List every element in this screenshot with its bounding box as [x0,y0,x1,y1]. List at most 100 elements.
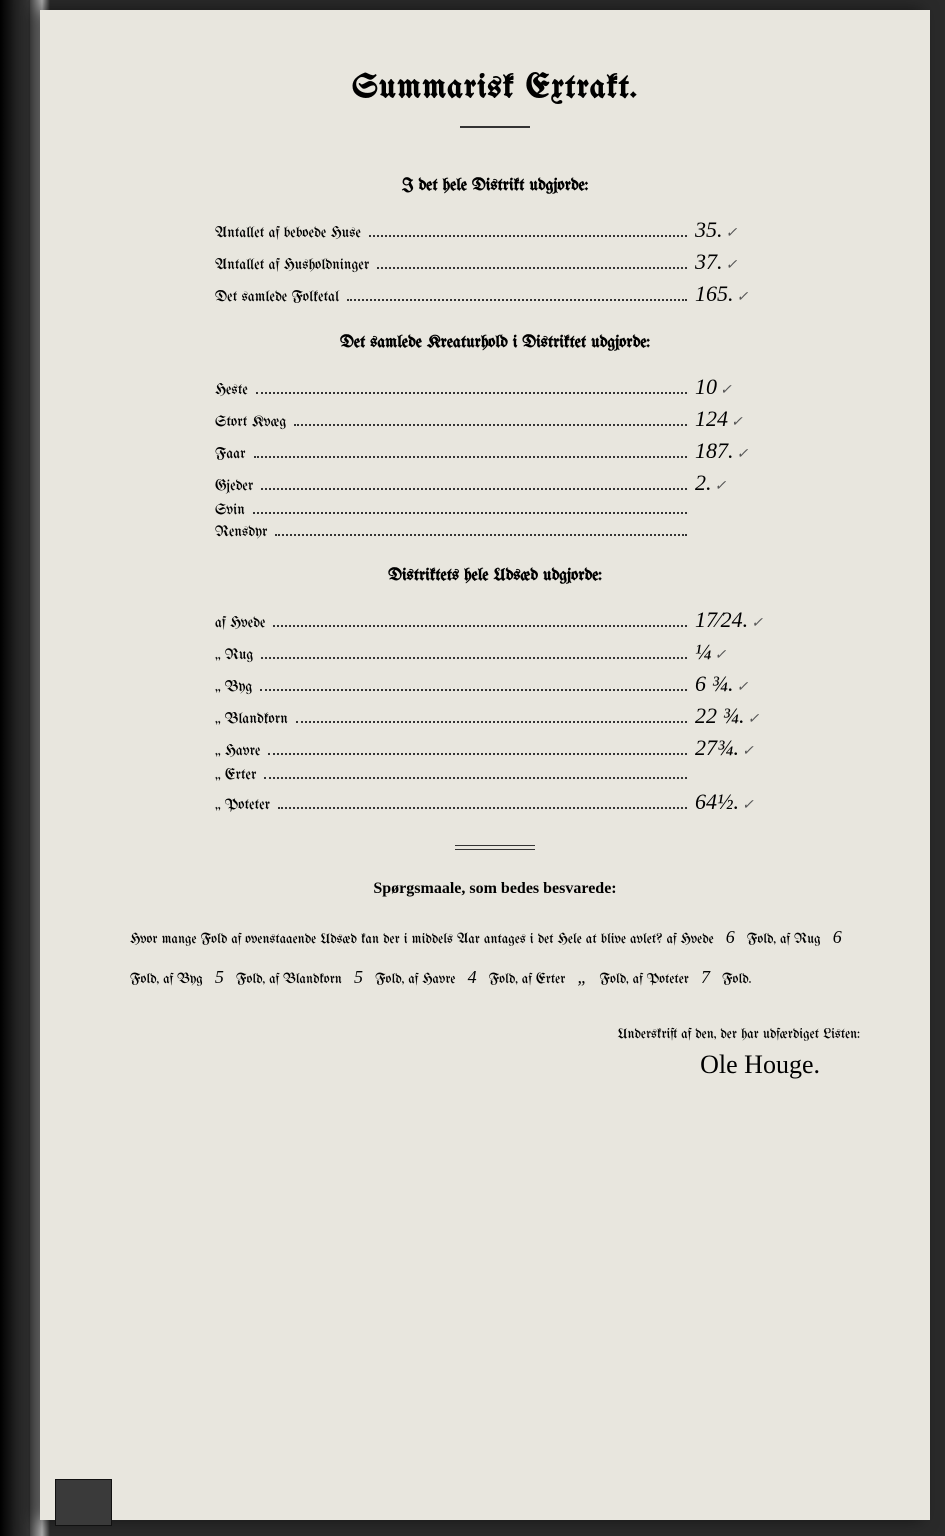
data-row: Stort Kvæg 124✓ [215,406,775,432]
q-unit: Fold. [722,972,751,987]
check-mark: ✓ [726,226,738,241]
check-mark: ✓ [737,290,749,305]
data-row: Antallet af beboede Huse 35.✓ [215,217,775,243]
row-value: 22 ¾.✓ [695,703,775,729]
check-mark: ✓ [742,798,754,813]
row-label: Heste [215,382,248,398]
row-dots [275,533,687,536]
data-row: „ Rug ¼✓ [215,639,775,665]
row-label: Rensdyr [215,524,267,540]
signature-label: Underskrift af den, der har udfærdiget L… [130,1027,860,1042]
check-mark: ✓ [715,479,727,494]
q-crop: af Poteter [633,972,689,987]
questions-heading: Spørgsmaale, som bedes besvarede: [130,880,860,898]
q-crop: af Byg [163,972,203,987]
row-value: 187.✓ [695,438,775,464]
data-row: Faar 187.✓ [215,438,775,464]
row-label: Svin [215,502,245,518]
data-row: Antallet af Husholdninger 37.✓ [215,249,775,275]
row-label: Antallet af Husholdninger [215,257,369,273]
row-value: 10✓ [695,374,775,400]
data-row: af Hvede 17⁄24.✓ [215,607,775,633]
q-crop: af Rug [780,932,821,947]
check-mark: ✓ [751,616,763,631]
section2-heading: Det samlede Kreaturhold i Distriktet udg… [130,335,860,352]
page-title: Summarisk Extrakt. [130,70,860,106]
check-mark: ✓ [748,712,760,727]
section2-rows: Heste 10✓ Stort Kvæg 124✓ Faar 187.✓ Gjeder 2.✓… [215,374,775,540]
data-row: Gjeder 2.✓ [215,470,775,496]
row-dots [261,487,687,490]
row-dots [347,298,687,301]
row-value: 64½.✓ [695,789,775,815]
row-value: 165.✓ [695,281,775,307]
check-mark: ✓ [742,744,754,759]
signature-name: Ole Houge. [130,1050,860,1080]
section1-rows: Antallet af beboede Huse35.✓Antallet af … [215,217,775,307]
q-value: 6 [825,927,850,947]
q-crop: af Blandkorn [269,972,342,987]
divider-rule [455,845,535,850]
q-crop: af Havre [408,972,455,987]
data-row: „ Byg6 ¾.✓ [215,671,775,697]
row-label: „ Poteter [215,797,270,813]
row-dots [260,688,687,691]
row-dots [256,391,687,394]
q-unit: Fold, [236,972,265,987]
row-dots [296,720,687,723]
title-rule [460,126,530,128]
row-value: 17⁄24.✓ [695,607,775,633]
row-label: „ Blandkorn [215,711,288,727]
q-unit: Fold, [747,932,776,947]
section3-heading: Distriktets hele Udsæd udgjorde: [130,568,860,585]
row-dots [294,423,687,426]
section1-heading: I det hele Distrikt udgjorde: [130,178,860,195]
row-label: Antallet af beboede Huse [215,225,361,241]
check-mark: ✓ [715,648,727,663]
data-row: „ Erter [215,767,775,783]
q-value: 6 [718,927,743,947]
data-row: Heste 10✓ [215,374,775,400]
row-label: Faar [215,446,246,462]
q-unit: Fold, [489,972,518,987]
data-row: „ Blandkorn 22 ¾.✓ [215,703,775,729]
row-label: Stort Kvæg [215,414,286,430]
questions-text: Hvor mange Fold af ovenstaaende Udsæd ka… [130,918,860,997]
film-clip [55,1479,112,1526]
row-value: 35.✓ [695,217,775,243]
q-value: 7 [693,967,718,987]
row-value: 124✓ [695,406,775,432]
row-label: „ Rug [215,647,253,663]
q-value: „ [569,967,595,987]
row-label: „ Erter [215,767,256,783]
row-label: Gjeder [215,478,253,494]
check-mark: ✓ [720,383,732,398]
row-label: „ Havre [215,743,260,759]
data-row: Svin [215,502,775,518]
data-row: „ Havre 27¾.✓ [215,735,775,761]
check-mark: ✓ [726,258,738,273]
row-dots [264,776,687,779]
data-row: „ Poteter 64½.✓ [215,789,775,815]
q-value: 4 [460,967,485,987]
check-mark: ✓ [737,680,749,695]
row-dots [261,656,687,659]
signature-block: Underskrift af den, der har udfærdiget L… [130,1027,860,1080]
q-unit: Fold, [600,972,629,987]
row-value: 2.✓ [695,470,775,496]
row-label: „ Byg [215,679,252,695]
q-value: 5 [207,967,232,987]
section3-rows: af Hvede 17⁄24.✓ „ Rug ¼✓ „ Byg6 ¾.✓ „ Blandk… [215,607,775,815]
row-dots [369,234,687,237]
data-row: Rensdyr [215,524,775,540]
row-dots [268,752,687,755]
q-unit: Fold, [375,972,404,987]
q-crop: af Hvede [667,932,714,947]
row-label: af Hvede [215,615,265,631]
row-value: 37.✓ [695,249,775,275]
row-value: ¼✓ [695,639,775,665]
row-value: 27¾.✓ [695,735,775,761]
document-page: Summarisk Extrakt. I det hele Distrikt u… [40,10,930,1520]
row-dots [278,806,687,809]
q-crop: af Erter [522,972,565,987]
